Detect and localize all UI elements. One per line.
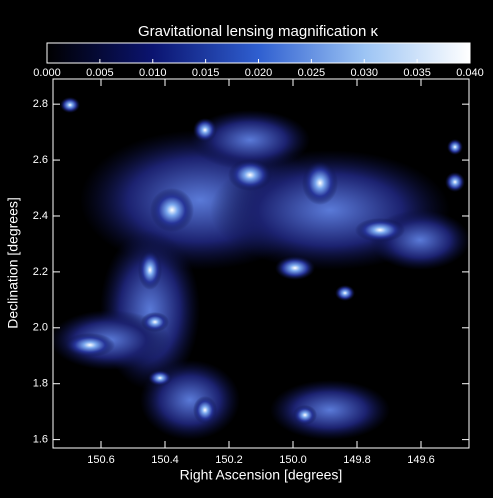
x-tick-label: 149.6 bbox=[407, 454, 435, 466]
figure: Gravitational lensing magnification κ Ri… bbox=[0, 0, 493, 498]
colorbar-tick-label: 0.040 bbox=[456, 67, 484, 79]
x-axis-label: Right Ascension [degrees] bbox=[180, 467, 343, 483]
x-tick-label: 150.6 bbox=[87, 454, 115, 466]
colorbar-tick-label: 0.010 bbox=[139, 67, 167, 79]
colorbar-tick-label: 0.035 bbox=[403, 67, 431, 79]
y-tick-label: 1.8 bbox=[33, 378, 48, 390]
chart-title: Gravitational lensing magnification κ bbox=[138, 23, 379, 40]
y-axis-label: Declination [degrees] bbox=[5, 197, 21, 329]
y-tick-label: 2.2 bbox=[33, 266, 48, 278]
colorbar-tick-label: 0.005 bbox=[86, 67, 114, 79]
x-tick-label: 149.8 bbox=[343, 454, 371, 466]
y-tick-label: 2.8 bbox=[33, 98, 48, 110]
y-tick-label: 2.6 bbox=[33, 154, 48, 166]
y-tick-label: 1.6 bbox=[33, 434, 48, 446]
map bbox=[50, 79, 470, 448]
colorbar-tick-label: 0.020 bbox=[245, 67, 273, 79]
colorbar-tick-label: 0.025 bbox=[298, 67, 326, 79]
x-tick-label: 150.2 bbox=[215, 454, 243, 466]
colorbar-tick-label: 0.000 bbox=[33, 67, 61, 79]
y-tick-label: 2.0 bbox=[33, 322, 48, 334]
colorbar-tick-label: 0.030 bbox=[350, 67, 378, 79]
y-tick-label: 2.4 bbox=[33, 210, 48, 222]
x-tick-label: 150.0 bbox=[279, 454, 307, 466]
colorbar-tick-label: 0.015 bbox=[192, 67, 220, 79]
x-tick-label: 150.4 bbox=[151, 454, 179, 466]
